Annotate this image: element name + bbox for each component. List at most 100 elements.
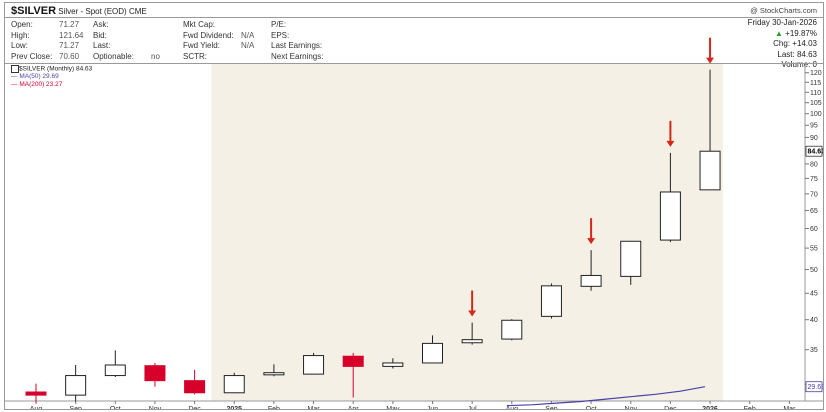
- stat-label: Mkt Cap:: [183, 20, 216, 29]
- stat-row: High: 121.64: [11, 31, 83, 42]
- stat-row: Mkt Cap:: [183, 20, 254, 31]
- quote-volume: Volume: 0: [781, 60, 817, 69]
- y-tick-label: 40: [810, 317, 818, 324]
- x-tick-label: 2026: [702, 406, 718, 409]
- price-chart: 3540455055606570758085909510010511011512…: [5, 37, 824, 409]
- instrument-description: Silver - Spot (EOD): [58, 7, 127, 16]
- stat-label: Fwd Yield:: [183, 41, 220, 50]
- candle-body: [461, 339, 483, 344]
- candle-body: [303, 355, 325, 375]
- legend-ma200: — MA(200) 23.27: [11, 80, 63, 88]
- x-tick-label: Sep: [545, 406, 558, 409]
- quote-box: Friday 30-Jan-2026 ▲ +19.87% Chg: +14.03…: [748, 18, 817, 71]
- y-tick-label: 55: [810, 246, 818, 253]
- y-tick-label: 110: [810, 90, 821, 97]
- x-tick-label: Aug: [30, 406, 43, 409]
- y-tick-label: 70: [810, 191, 818, 198]
- candle-body: [144, 365, 166, 382]
- stat-label: High:: [11, 30, 30, 40]
- stat-row: Prev Close: 70.60: [11, 52, 83, 63]
- x-tick-label: Mar: [308, 406, 321, 409]
- down-arrow-head-icon: [666, 140, 675, 147]
- y-tick-label: 75: [810, 176, 818, 183]
- stat-row: Last Earnings:: [271, 41, 337, 52]
- stat-row: EPS:: [271, 31, 337, 42]
- header-divider: [5, 17, 823, 18]
- candle-body: [422, 342, 443, 364]
- y-tick-label: 60: [810, 226, 818, 233]
- stat-value: N/A: [241, 41, 255, 50]
- x-tick-label: Oct: [586, 406, 597, 409]
- candle-body: [342, 355, 364, 367]
- stat-label: Optionable:: [93, 51, 134, 61]
- stat-label: EPS:: [271, 30, 290, 40]
- quote-change-pct: ▲ +19.87%: [775, 28, 817, 38]
- stat-row: Ask:: [93, 20, 160, 31]
- stat-value: no: [151, 51, 160, 61]
- stat-row: Last:: [93, 41, 160, 52]
- x-tick-label: Nov: [149, 406, 162, 409]
- stat-row: P/E:: [271, 20, 337, 31]
- y-tick-label: 35: [810, 347, 818, 354]
- down-arrow-head-icon: [706, 57, 715, 64]
- y-tick-label: 100: [810, 111, 822, 118]
- stat-value: 71.27: [59, 41, 80, 50]
- y-tick-label: 45: [810, 291, 818, 298]
- candle-body: [263, 372, 285, 376]
- x-tick-label: Oct: [110, 406, 121, 409]
- stat-row: SCTR:: [183, 52, 254, 63]
- chart-top-divider: [5, 63, 823, 64]
- y-tick-label: 95: [810, 123, 818, 130]
- candle-body: [659, 191, 681, 241]
- stat-label: Ask:: [93, 20, 109, 29]
- x-tick-label: Dec: [664, 406, 677, 409]
- legend-ma50: — MA(50) 29.69: [11, 73, 59, 81]
- stat-row: Open: 71.27: [11, 20, 83, 31]
- candle-body: [184, 380, 206, 394]
- candle-body: [25, 391, 47, 396]
- stat-row: Fwd Yield: N/A: [183, 41, 254, 52]
- stat-label: Low:: [11, 41, 28, 50]
- x-tick-label: May: [386, 406, 400, 409]
- stat-label: Fwd Dividend:: [183, 30, 234, 40]
- y-tick-label: 120: [810, 70, 822, 77]
- stat-value: 71.27: [59, 20, 80, 29]
- candle-body: [580, 274, 602, 287]
- candle-body: [223, 375, 245, 394]
- ma50-value-label: 29.69: [808, 384, 824, 391]
- stat-row: Low: 71.27: [11, 41, 83, 52]
- x-tick-label: Apr: [348, 406, 360, 409]
- copyright-text: @ StockCharts.com: [750, 6, 817, 15]
- x-tick-label: 2025: [226, 406, 242, 409]
- stat-label: Prev Close:: [11, 51, 53, 61]
- x-tick-label: Mar: [783, 406, 796, 409]
- candle-body: [699, 150, 721, 191]
- down-arrow-head-icon: [468, 310, 477, 317]
- y-tick-label: 105: [810, 100, 822, 107]
- up-triangle-icon: ▲: [775, 28, 783, 38]
- stat-label: Last Earnings:: [271, 41, 323, 50]
- stats-col-2: Ask: Bid: Last: Optionable: no: [93, 20, 160, 62]
- stat-label: Last:: [93, 41, 111, 50]
- stat-value: 121.64: [59, 30, 84, 40]
- stats-col-3: Mkt Cap: Fwd Dividend: N/A Fwd Yield: N/A SCT…: [183, 20, 254, 62]
- last-value-box: [805, 145, 823, 157]
- x-tick-label: Jul: [468, 406, 477, 409]
- stat-label: Open:: [11, 20, 33, 29]
- legend-series: $SILVER (Monthly) 84.63: [11, 65, 92, 73]
- candle-body: [382, 362, 404, 367]
- ma50-value-box: [805, 381, 823, 393]
- quote-date: Friday 30-Jan-2026: [747, 18, 817, 27]
- stat-label: P/E:: [271, 20, 287, 29]
- ticker-symbol: $SILVER: [11, 5, 57, 17]
- stat-value: N/A: [241, 30, 255, 40]
- x-tick-label: Sep: [69, 406, 82, 409]
- stats-col-4: P/E: EPS: Last Earnings: Next Earnings:: [271, 20, 337, 62]
- stat-row: Bid:: [93, 31, 160, 42]
- y-tick-label: 50: [810, 267, 818, 274]
- candle-body: [104, 364, 126, 377]
- last-value-label: 84.63: [808, 149, 824, 156]
- stat-label: Next Earnings:: [271, 51, 324, 61]
- stat-label: Bid:: [93, 30, 107, 40]
- candle-body: [540, 285, 562, 317]
